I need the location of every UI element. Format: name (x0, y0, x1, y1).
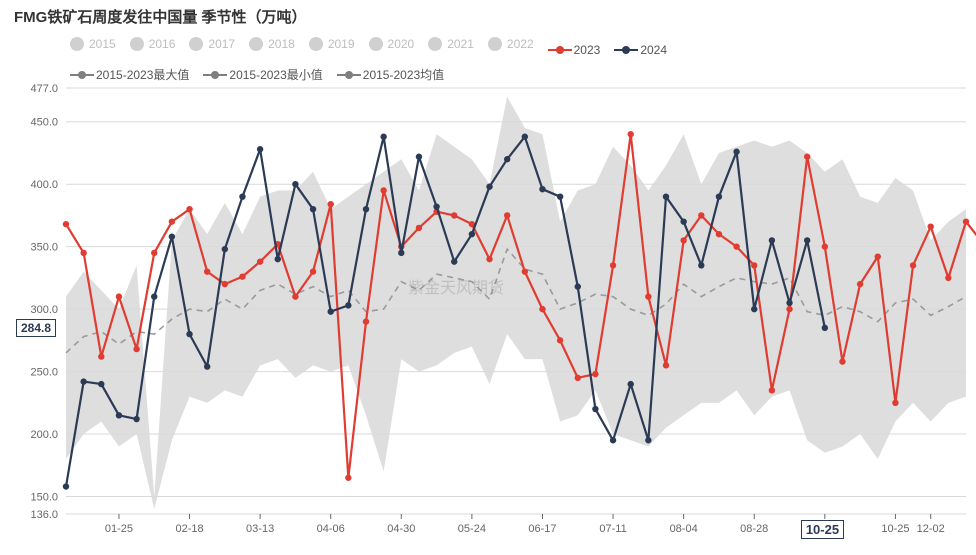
svg-text:136.0: 136.0 (30, 509, 58, 521)
legend-item: 2023 (548, 39, 601, 61)
svg-text:250.0: 250.0 (30, 367, 58, 379)
legend-swatch (130, 37, 144, 51)
legend-line-swatch (548, 49, 572, 51)
legend-swatch (488, 37, 502, 51)
line-chart: 136.0 150.0 200.0 250.0 300.0 350.0 400.0 450.0… (0, 78, 976, 548)
svg-text:01-25: 01-25 (105, 523, 133, 535)
legend-item: 2015 (70, 33, 116, 55)
legend-label: 2021 (447, 33, 474, 55)
svg-text:300.0: 300.0 (30, 304, 58, 316)
legend-label: 2020 (388, 33, 415, 55)
legend-item: 2019 (309, 33, 355, 55)
legend-line-swatch (614, 49, 638, 51)
legend-item: 2020 (369, 33, 415, 55)
legend-line-swatch (203, 74, 227, 76)
legend-swatch (189, 37, 203, 51)
chart-area: 136.0 150.0 200.0 250.0 300.0 350.0 400.0 450.0… (0, 78, 976, 548)
legend-label: 2019 (328, 33, 355, 55)
svg-text:350.0: 350.0 (30, 242, 58, 254)
legend-label: 2017 (208, 33, 235, 55)
legend-line-swatch (70, 74, 94, 76)
svg-text:400.0: 400.0 (30, 179, 58, 191)
svg-text:04-30: 04-30 (387, 523, 415, 535)
chart-title: FMG铁矿石周度发往中国量 季节性（万吨） (0, 0, 976, 31)
x-annotation-label: 10-25 (801, 520, 844, 539)
svg-text:12-02: 12-02 (917, 523, 945, 535)
legend-swatch (428, 37, 442, 51)
svg-text:07-11: 07-11 (599, 523, 626, 535)
legend-swatch (369, 37, 383, 51)
legend-label: 2023 (574, 39, 601, 61)
svg-text:06-17: 06-17 (528, 523, 556, 535)
legend-item: 2016 (130, 33, 176, 55)
legend-swatch (70, 37, 84, 51)
legend-item: 2018 (249, 33, 295, 55)
legend-swatch (249, 37, 263, 51)
svg-text:08-04: 08-04 (670, 523, 698, 535)
svg-text:05-24: 05-24 (458, 523, 486, 535)
y-annotation-label: 284.8 (16, 319, 56, 337)
svg-text:08-28: 08-28 (740, 523, 768, 535)
legend-label: 2016 (149, 33, 176, 55)
svg-text:04-06: 04-06 (317, 523, 345, 535)
svg-text:02-18: 02-18 (175, 523, 203, 535)
svg-text:200.0: 200.0 (30, 429, 58, 441)
svg-text:10-25: 10-25 (881, 523, 909, 535)
legend-item: 2017 (189, 33, 235, 55)
svg-text:477.0: 477.0 (30, 83, 58, 95)
legend-line-swatch (337, 74, 361, 76)
legend-label: 2022 (507, 33, 534, 55)
legend-item: 2021 (428, 33, 474, 55)
legend-label: 2015 (89, 33, 116, 55)
legend-item: 2024 (614, 39, 667, 61)
svg-text:150.0: 150.0 (30, 492, 58, 504)
svg-text:450.0: 450.0 (30, 117, 58, 129)
legend-swatch (309, 37, 323, 51)
svg-text:03-13: 03-13 (246, 523, 274, 535)
legend-label: 2024 (640, 39, 667, 61)
legend-label: 2018 (268, 33, 295, 55)
legend-item: 2022 (488, 33, 534, 55)
